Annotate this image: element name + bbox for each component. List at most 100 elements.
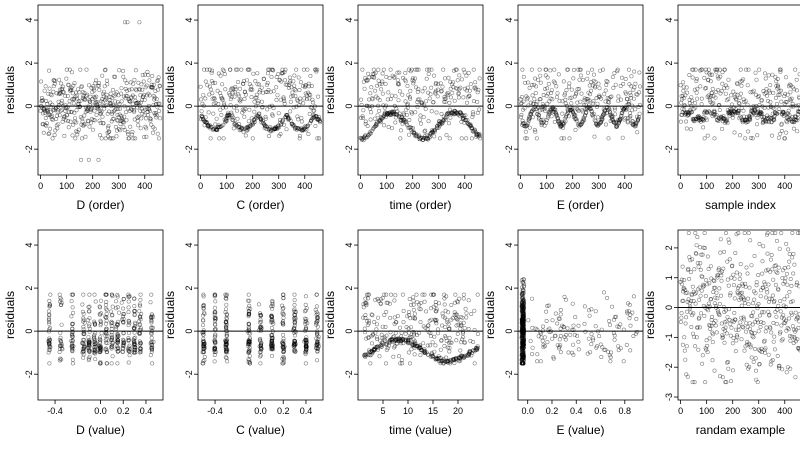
data-point <box>462 340 467 345</box>
data-point <box>561 136 566 141</box>
data-point <box>731 335 736 340</box>
data-point <box>303 349 308 354</box>
data-point <box>231 126 236 131</box>
data-point <box>147 109 152 114</box>
data-point <box>100 114 105 119</box>
data-point <box>710 101 715 106</box>
data-point <box>119 86 124 91</box>
data-point <box>753 356 758 361</box>
data-point <box>55 108 60 113</box>
data-point <box>252 99 257 104</box>
data-point <box>701 115 706 120</box>
data-point <box>571 67 576 72</box>
data-point <box>790 255 795 260</box>
data-point <box>127 136 132 141</box>
data-point <box>71 122 76 127</box>
data-point <box>42 106 47 111</box>
data-point <box>282 78 287 83</box>
data-point <box>638 84 643 89</box>
data-point <box>734 338 739 343</box>
data-point <box>790 231 795 236</box>
data-point <box>455 78 460 83</box>
data-point <box>66 125 71 130</box>
data-point <box>458 323 463 328</box>
data-point <box>772 347 777 352</box>
data-point <box>762 106 767 111</box>
x-tick-label: 0.8 <box>619 406 632 416</box>
data-point <box>407 118 412 123</box>
data-point <box>695 96 700 101</box>
data-point <box>712 285 717 290</box>
data-point <box>240 107 245 112</box>
data-point <box>745 324 750 329</box>
data-point <box>314 304 319 309</box>
data-point <box>693 105 698 110</box>
data-point <box>102 84 107 89</box>
data-point <box>748 90 753 95</box>
data-point <box>265 80 270 85</box>
data-point <box>375 336 380 341</box>
data-point <box>687 73 692 78</box>
data-point <box>746 129 751 134</box>
data-point <box>304 306 309 311</box>
data-point <box>281 95 286 100</box>
data-point <box>78 67 83 72</box>
y-tick-label: 4 <box>344 18 354 23</box>
data-point <box>535 99 540 104</box>
data-point <box>411 307 416 312</box>
data-point <box>750 314 755 319</box>
data-point <box>109 292 114 297</box>
data-point <box>448 95 453 100</box>
data-point <box>372 72 377 77</box>
data-point <box>108 337 113 342</box>
data-point <box>377 108 382 113</box>
y-tick-label: -1 <box>664 333 674 341</box>
x-tick-label: 0 <box>38 181 43 191</box>
data-point <box>87 349 92 354</box>
data-point <box>530 83 535 88</box>
data-point <box>461 296 466 301</box>
x-tick-label: 100 <box>59 181 74 191</box>
data-point <box>261 76 266 81</box>
data-point <box>436 82 441 87</box>
data-point <box>92 88 97 93</box>
data-point <box>92 341 97 346</box>
data-point <box>212 310 217 315</box>
data-point <box>737 95 742 100</box>
data-point <box>135 100 140 105</box>
data-point <box>104 92 109 97</box>
data-point <box>788 276 793 281</box>
data-point <box>759 98 764 103</box>
data-point <box>599 327 604 332</box>
y-tick-label: 1 <box>664 275 674 280</box>
data-point <box>256 82 261 87</box>
data-point <box>46 339 51 344</box>
data-point <box>758 294 763 299</box>
data-point <box>446 326 451 331</box>
data-point <box>313 67 318 72</box>
data-point <box>137 20 142 25</box>
data-point <box>426 90 431 95</box>
data-point <box>247 349 252 354</box>
data-point <box>95 102 100 107</box>
data-point <box>47 304 52 309</box>
data-point <box>269 313 274 318</box>
data-point <box>695 260 700 265</box>
y-tick-label: -2 <box>344 145 354 153</box>
data-point <box>405 105 410 110</box>
data-point <box>115 344 120 349</box>
data-point <box>91 84 96 89</box>
data-point <box>213 293 218 298</box>
data-point <box>295 114 300 119</box>
data-point <box>61 90 66 95</box>
data-point <box>148 116 153 121</box>
data-point <box>768 326 773 331</box>
data-point <box>697 285 702 290</box>
data-point <box>156 75 161 80</box>
data-point <box>304 326 309 331</box>
data-point <box>240 127 245 132</box>
data-point <box>70 361 75 366</box>
data-point <box>292 83 297 88</box>
data-point <box>270 300 275 305</box>
data-point <box>293 318 298 323</box>
